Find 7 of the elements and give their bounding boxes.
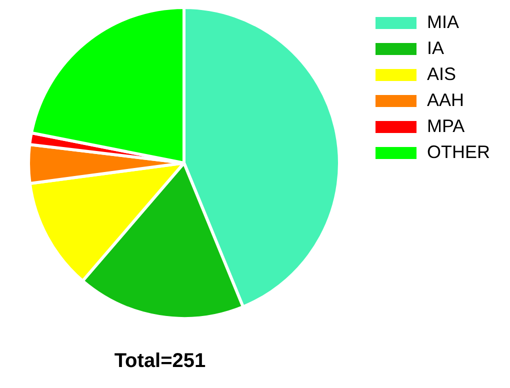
legend-label: OTHER — [427, 142, 490, 162]
legend-label: MPA — [427, 116, 465, 136]
text: Total=251 — [113, 350, 207, 373]
legend-label: AIS — [427, 64, 456, 84]
legend-label: AAH — [427, 90, 464, 110]
legend-label: MIA — [427, 12, 460, 32]
legend-label: IA — [427, 38, 444, 58]
